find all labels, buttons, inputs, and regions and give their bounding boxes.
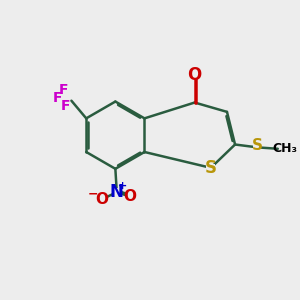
Text: O: O [123,189,136,204]
FancyBboxPatch shape [206,164,215,172]
FancyBboxPatch shape [253,141,261,149]
FancyBboxPatch shape [191,70,198,79]
Text: O: O [95,192,109,207]
FancyBboxPatch shape [113,188,121,197]
FancyBboxPatch shape [98,195,106,203]
Text: F: F [59,83,68,97]
Text: −: − [88,188,99,201]
Text: F: F [61,99,70,113]
FancyBboxPatch shape [113,188,121,197]
FancyBboxPatch shape [98,195,106,203]
Text: CH₃: CH₃ [272,142,297,155]
Text: F: F [53,91,62,105]
FancyBboxPatch shape [126,193,133,200]
Text: S: S [205,159,217,177]
Text: N: N [110,183,124,201]
Text: S: S [252,138,263,153]
Text: O: O [188,66,202,84]
FancyBboxPatch shape [126,193,133,200]
Text: +: + [118,181,127,191]
